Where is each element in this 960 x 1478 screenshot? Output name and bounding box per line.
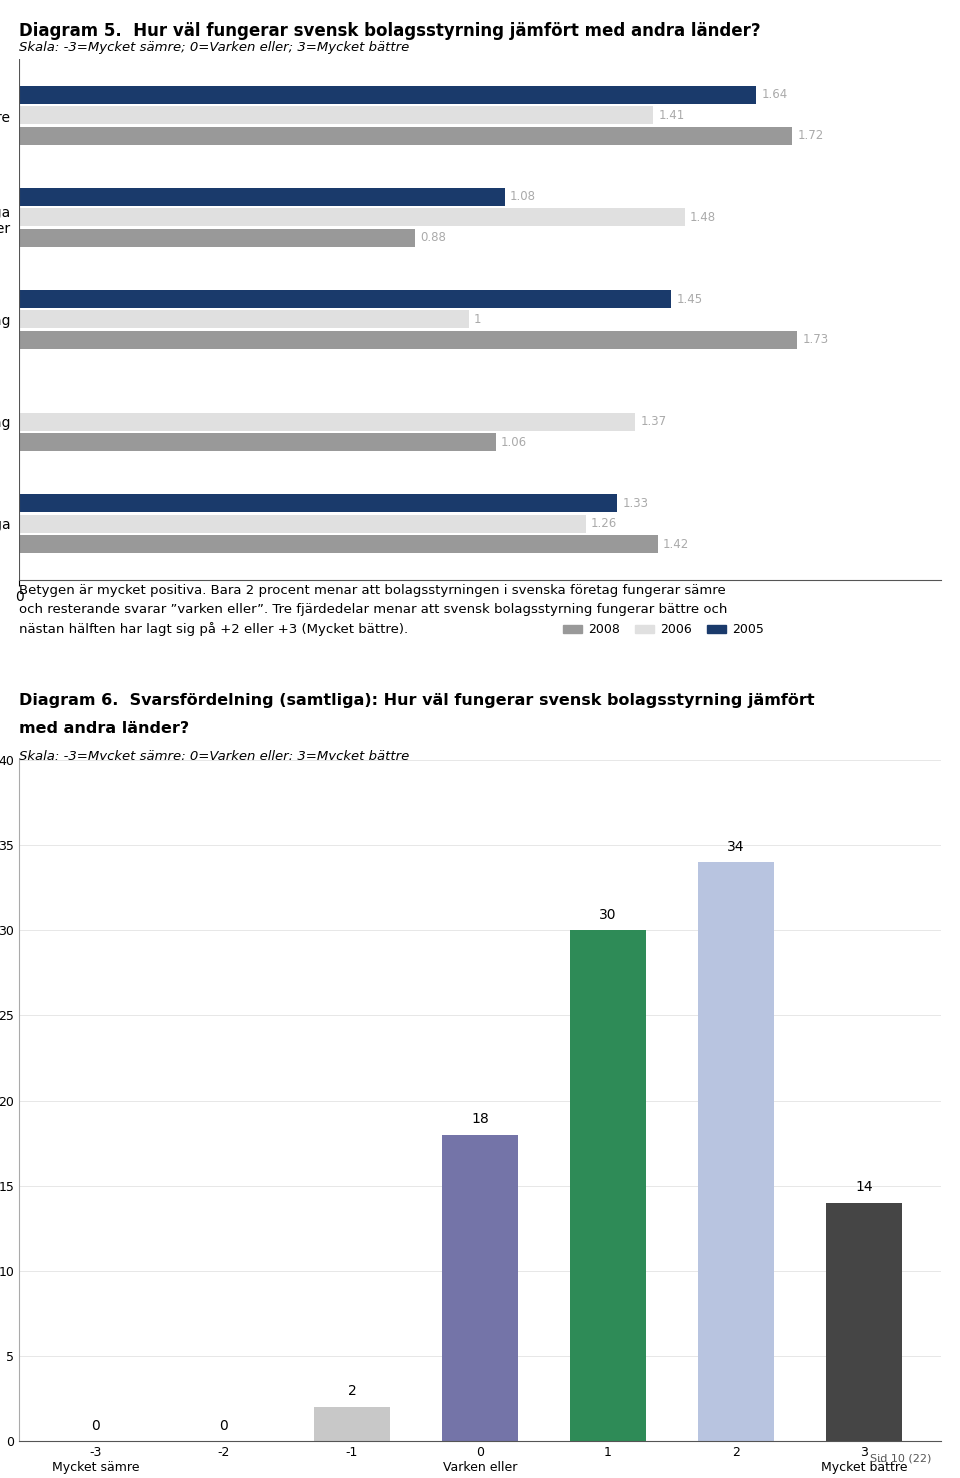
Text: 1.37: 1.37 <box>640 415 666 429</box>
Text: Diagram 5.  Hur väl fungerar svensk bolagsstyrning jämfört med andra länder?: Diagram 5. Hur väl fungerar svensk bolag… <box>19 22 761 40</box>
Bar <box>19 106 653 124</box>
Text: 2: 2 <box>348 1385 356 1398</box>
Bar <box>569 930 646 1441</box>
Text: 1.45: 1.45 <box>677 293 703 306</box>
Text: 1.72: 1.72 <box>798 129 824 142</box>
Text: 1.48: 1.48 <box>690 211 716 223</box>
Bar <box>19 412 636 430</box>
Text: 1.06: 1.06 <box>501 436 527 448</box>
Text: Skala: -3=Mycket sämre; 0=Varken eller; 3=Mycket bättre: Skala: -3=Mycket sämre; 0=Varken eller; … <box>19 41 410 55</box>
Bar <box>19 86 756 103</box>
Bar <box>19 433 495 451</box>
Text: 1.33: 1.33 <box>622 497 649 510</box>
Text: med andra länder?: med andra länder? <box>19 721 189 736</box>
Bar <box>19 535 658 553</box>
Text: 14: 14 <box>855 1181 873 1194</box>
Bar <box>19 514 586 532</box>
Text: Skala: -3=Mycket sämre; 0=Varken eller; 3=Mycket bättre: Skala: -3=Mycket sämre; 0=Varken eller; … <box>19 749 410 763</box>
Text: 1.64: 1.64 <box>762 89 788 102</box>
Bar <box>19 188 505 205</box>
Text: 0.88: 0.88 <box>420 231 446 244</box>
Text: Sid 10 (22): Sid 10 (22) <box>870 1453 931 1463</box>
Text: 1.41: 1.41 <box>659 109 684 121</box>
Bar <box>314 1407 391 1441</box>
Text: 34: 34 <box>728 840 745 854</box>
Text: 30: 30 <box>599 907 616 922</box>
Text: 1.73: 1.73 <box>803 334 828 346</box>
Text: 0: 0 <box>91 1419 101 1432</box>
Bar <box>19 127 792 145</box>
Text: 18: 18 <box>471 1111 489 1126</box>
Bar <box>19 494 617 513</box>
Text: Diagram 6.  Svarsfördelning (samtliga): Hur väl fungerar svensk bolagsstyrning j: Diagram 6. Svarsfördelning (samtliga): H… <box>19 693 815 708</box>
Bar <box>698 862 775 1441</box>
Text: 1.42: 1.42 <box>663 538 689 551</box>
Text: 1: 1 <box>474 313 482 327</box>
Text: 0: 0 <box>220 1419 228 1432</box>
Bar <box>19 290 671 307</box>
Legend: 2008, 2006, 2005: 2008, 2006, 2005 <box>558 618 769 641</box>
Bar <box>19 229 415 247</box>
Bar <box>19 208 684 226</box>
Bar <box>442 1135 518 1441</box>
Text: Betygen är mycket positiva. Bara 2 procent menar att bolagsstyrningen i svenska : Betygen är mycket positiva. Bara 2 proce… <box>19 584 728 637</box>
Bar <box>19 331 797 349</box>
Bar <box>19 310 468 328</box>
Text: 1.26: 1.26 <box>591 517 617 531</box>
Bar <box>826 1203 902 1441</box>
Text: 1.08: 1.08 <box>510 191 536 204</box>
